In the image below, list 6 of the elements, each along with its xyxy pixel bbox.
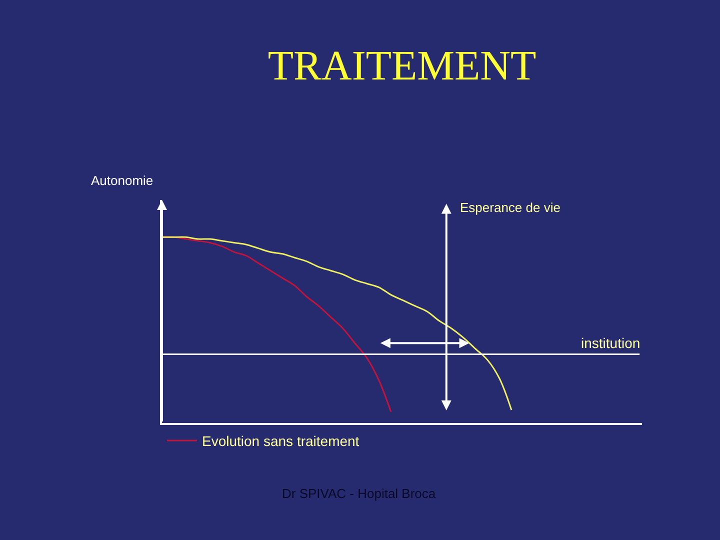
ref-line-label: institution <box>581 335 640 351</box>
text: Esperance de vie <box>460 200 560 215</box>
chart-title: TRAITEMENT <box>268 44 536 90</box>
text: Dr SPIVAC - Hopital Broca <box>282 486 436 501</box>
legend-label: Evolution sans traitement <box>202 432 360 449</box>
text: Autonomie <box>91 173 154 188</box>
